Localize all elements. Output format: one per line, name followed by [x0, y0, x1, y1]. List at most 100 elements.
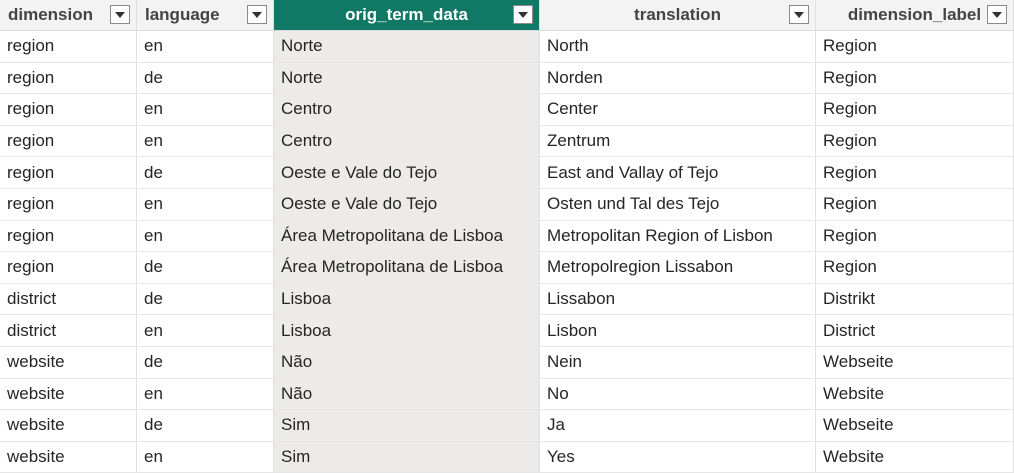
cell-dimension[interactable]: region	[0, 125, 137, 157]
table-row[interactable]: region en Oeste e Vale do Tejo Osten und Ta…	[0, 188, 1014, 221]
cell-dimension-label[interactable]: Webseite	[816, 410, 1014, 441]
cell-dimension[interactable]: region	[0, 252, 137, 283]
cell-dimension-label[interactable]: Website	[816, 441, 1014, 473]
cell-dimension[interactable]: region	[0, 62, 137, 94]
cell-dimension-label[interactable]: Region	[816, 252, 1014, 283]
cell-language[interactable]: de	[137, 157, 274, 188]
table-row[interactable]: region de Oeste e Vale do Tejo East and Val…	[0, 157, 1014, 189]
cell-dimension-label[interactable]: District	[816, 315, 1014, 346]
column-header-translation[interactable]: translation	[540, 0, 816, 30]
filter-button[interactable]	[789, 5, 809, 24]
column-header-orig-term-data[interactable]: orig_term_data	[274, 0, 540, 30]
cell-language[interactable]: en	[137, 31, 274, 62]
cell-orig-term-data[interactable]: Centro	[274, 125, 540, 157]
cell-dimension[interactable]: website	[0, 378, 137, 410]
cell-orig-term-data[interactable]: Lisboa	[274, 283, 540, 315]
cell-dimension-label[interactable]: Distrikt	[816, 283, 1014, 315]
cell-language[interactable]: en	[137, 125, 274, 157]
filter-button[interactable]	[110, 5, 130, 24]
cell-orig-term-data[interactable]: Área Metropolitana de Lisboa	[274, 220, 540, 252]
chevron-down-icon	[794, 11, 804, 18]
cell-dimension-label[interactable]: Region	[816, 220, 1014, 252]
cell-translation[interactable]: Metropolregion Lissabon	[540, 252, 816, 283]
cell-language[interactable]: en	[137, 220, 274, 252]
cell-language[interactable]: en	[137, 378, 274, 410]
cell-language[interactable]: en	[137, 94, 274, 125]
cell-translation[interactable]: Norden	[540, 62, 816, 94]
cell-translation[interactable]: No	[540, 378, 816, 410]
cell-orig-term-data[interactable]: Sim	[274, 410, 540, 441]
cell-translation[interactable]: Lissabon	[540, 283, 816, 315]
chevron-down-icon	[992, 11, 1002, 18]
table-row[interactable]: website de Sim Ja Webseite	[0, 410, 1014, 442]
table-row[interactable]: district de Lisboa Lissabon Distrikt	[0, 283, 1014, 316]
cell-translation[interactable]: Osten und Tal des Tejo	[540, 188, 816, 220]
cell-dimension[interactable]: region	[0, 220, 137, 252]
cell-translation[interactable]: East and Vallay of Tejo	[540, 157, 816, 188]
cell-orig-term-data[interactable]: Oeste e Vale do Tejo	[274, 157, 540, 188]
cell-dimension[interactable]: region	[0, 188, 137, 220]
cell-language[interactable]: en	[137, 441, 274, 473]
cell-translation[interactable]: Lisbon	[540, 315, 816, 346]
cell-dimension[interactable]: website	[0, 441, 137, 473]
cell-dimension-label[interactable]: Region	[816, 157, 1014, 188]
cell-dimension[interactable]: district	[0, 283, 137, 315]
table-row[interactable]: website en Sim Yes Website	[0, 441, 1014, 473]
cell-translation[interactable]: Nein	[540, 346, 816, 378]
filter-button[interactable]	[513, 5, 533, 24]
filter-button[interactable]	[987, 5, 1007, 24]
cell-translation[interactable]: Metropolitan Region of Lisbon	[540, 220, 816, 252]
cell-dimension[interactable]: district	[0, 315, 137, 346]
cell-dimension[interactable]: region	[0, 157, 137, 188]
cell-dimension[interactable]: region	[0, 31, 137, 62]
cell-orig-term-data[interactable]: Área Metropolitana de Lisboa	[274, 252, 540, 283]
table-row[interactable]: region en Norte North Region	[0, 31, 1014, 63]
cell-dimension-label[interactable]: Region	[816, 188, 1014, 220]
column-header-label: translation	[634, 5, 721, 24]
column-header-language[interactable]: language	[137, 0, 274, 30]
table-row[interactable]: district en Lisboa Lisbon District	[0, 315, 1014, 347]
table-row[interactable]: region de Área Metropolitana de Lisboa Metr…	[0, 252, 1014, 284]
column-header-label: dimension	[8, 5, 94, 24]
cell-language[interactable]: de	[137, 252, 274, 283]
cell-language[interactable]: de	[137, 62, 274, 94]
cell-language[interactable]: de	[137, 410, 274, 441]
cell-dimension[interactable]: region	[0, 94, 137, 125]
cell-orig-term-data[interactable]: Não	[274, 346, 540, 378]
cell-dimension[interactable]: website	[0, 410, 137, 441]
cell-dimension-label[interactable]: Website	[816, 378, 1014, 410]
column-header-dimension-label[interactable]: dimension_label	[816, 0, 1014, 30]
chevron-down-icon	[518, 11, 528, 18]
cell-orig-term-data[interactable]: Sim	[274, 441, 540, 473]
table-header: dimension language orig_term_data transl…	[0, 0, 1014, 31]
cell-orig-term-data[interactable]: Norte	[274, 62, 540, 94]
cell-orig-term-data[interactable]: Não	[274, 378, 540, 410]
cell-translation[interactable]: Center	[540, 94, 816, 125]
filter-button[interactable]	[247, 5, 267, 24]
table-row[interactable]: region de Norte Norden Region	[0, 62, 1014, 95]
table-row[interactable]: website en Não No Website	[0, 378, 1014, 411]
cell-dimension-label[interactable]: Region	[816, 31, 1014, 62]
cell-translation[interactable]: Yes	[540, 441, 816, 473]
column-header-dimension[interactable]: dimension	[0, 0, 137, 30]
cell-dimension-label[interactable]: Region	[816, 62, 1014, 94]
cell-orig-term-data[interactable]: Lisboa	[274, 315, 540, 346]
cell-orig-term-data[interactable]: Centro	[274, 94, 540, 125]
cell-dimension-label[interactable]: Region	[816, 94, 1014, 125]
table-row[interactable]: website de Não Nein Webseite	[0, 346, 1014, 379]
table-row[interactable]: region en Centro Center Region	[0, 94, 1014, 126]
table-row[interactable]: region en Área Metropolitana de Lisboa Metr…	[0, 220, 1014, 253]
cell-translation[interactable]: North	[540, 31, 816, 62]
cell-language[interactable]: de	[137, 346, 274, 378]
cell-dimension-label[interactable]: Region	[816, 125, 1014, 157]
cell-language[interactable]: de	[137, 283, 274, 315]
cell-orig-term-data[interactable]: Oeste e Vale do Tejo	[274, 188, 540, 220]
cell-dimension-label[interactable]: Webseite	[816, 346, 1014, 378]
table-row[interactable]: region en Centro Zentrum Region	[0, 125, 1014, 158]
cell-translation[interactable]: Zentrum	[540, 125, 816, 157]
cell-language[interactable]: en	[137, 315, 274, 346]
cell-dimension[interactable]: website	[0, 346, 137, 378]
cell-translation[interactable]: Ja	[540, 410, 816, 441]
cell-orig-term-data[interactable]: Norte	[274, 31, 540, 62]
cell-language[interactable]: en	[137, 188, 274, 220]
